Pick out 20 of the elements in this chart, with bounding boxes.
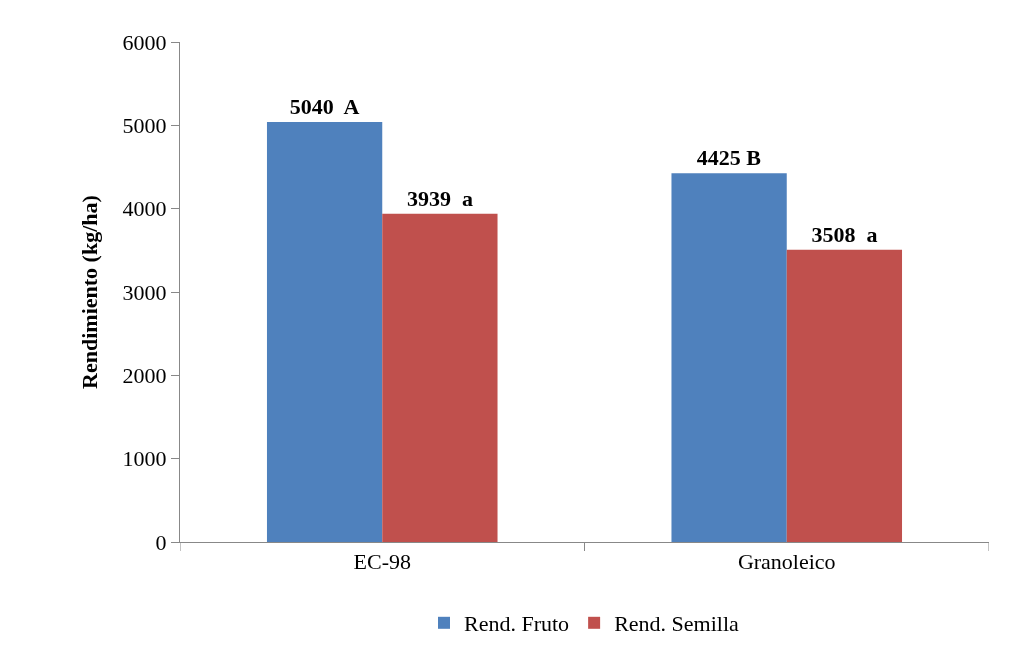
data-label: 3939 a <box>406 185 473 211</box>
data-label: 3508 a <box>811 221 878 247</box>
bar <box>786 249 903 542</box>
y-tick-label: 1000 <box>122 446 167 472</box>
y-axis-title: Rendimiento (kg/ha) <box>77 195 103 389</box>
y-tick-label: 5000 <box>122 113 167 139</box>
legend-label: Rend. Fruto <box>464 611 570 637</box>
x-tick-label: EC-98 <box>353 549 411 575</box>
bar <box>266 122 383 542</box>
legend-label: Rend. Semilla <box>614 611 740 637</box>
data-label: 5040 A <box>289 94 360 119</box>
y-tick-label: 6000 <box>122 29 167 55</box>
x-tick-label: Granoleico <box>737 549 836 575</box>
y-tick-label: 4000 <box>122 196 167 222</box>
bar <box>382 213 498 542</box>
y-tick-label: 3000 <box>122 279 167 305</box>
y-tick-label: 2000 <box>122 363 167 389</box>
bar <box>671 173 787 542</box>
data-label: 4425 B <box>696 145 762 171</box>
y-tick-label: 0 <box>155 529 167 555</box>
